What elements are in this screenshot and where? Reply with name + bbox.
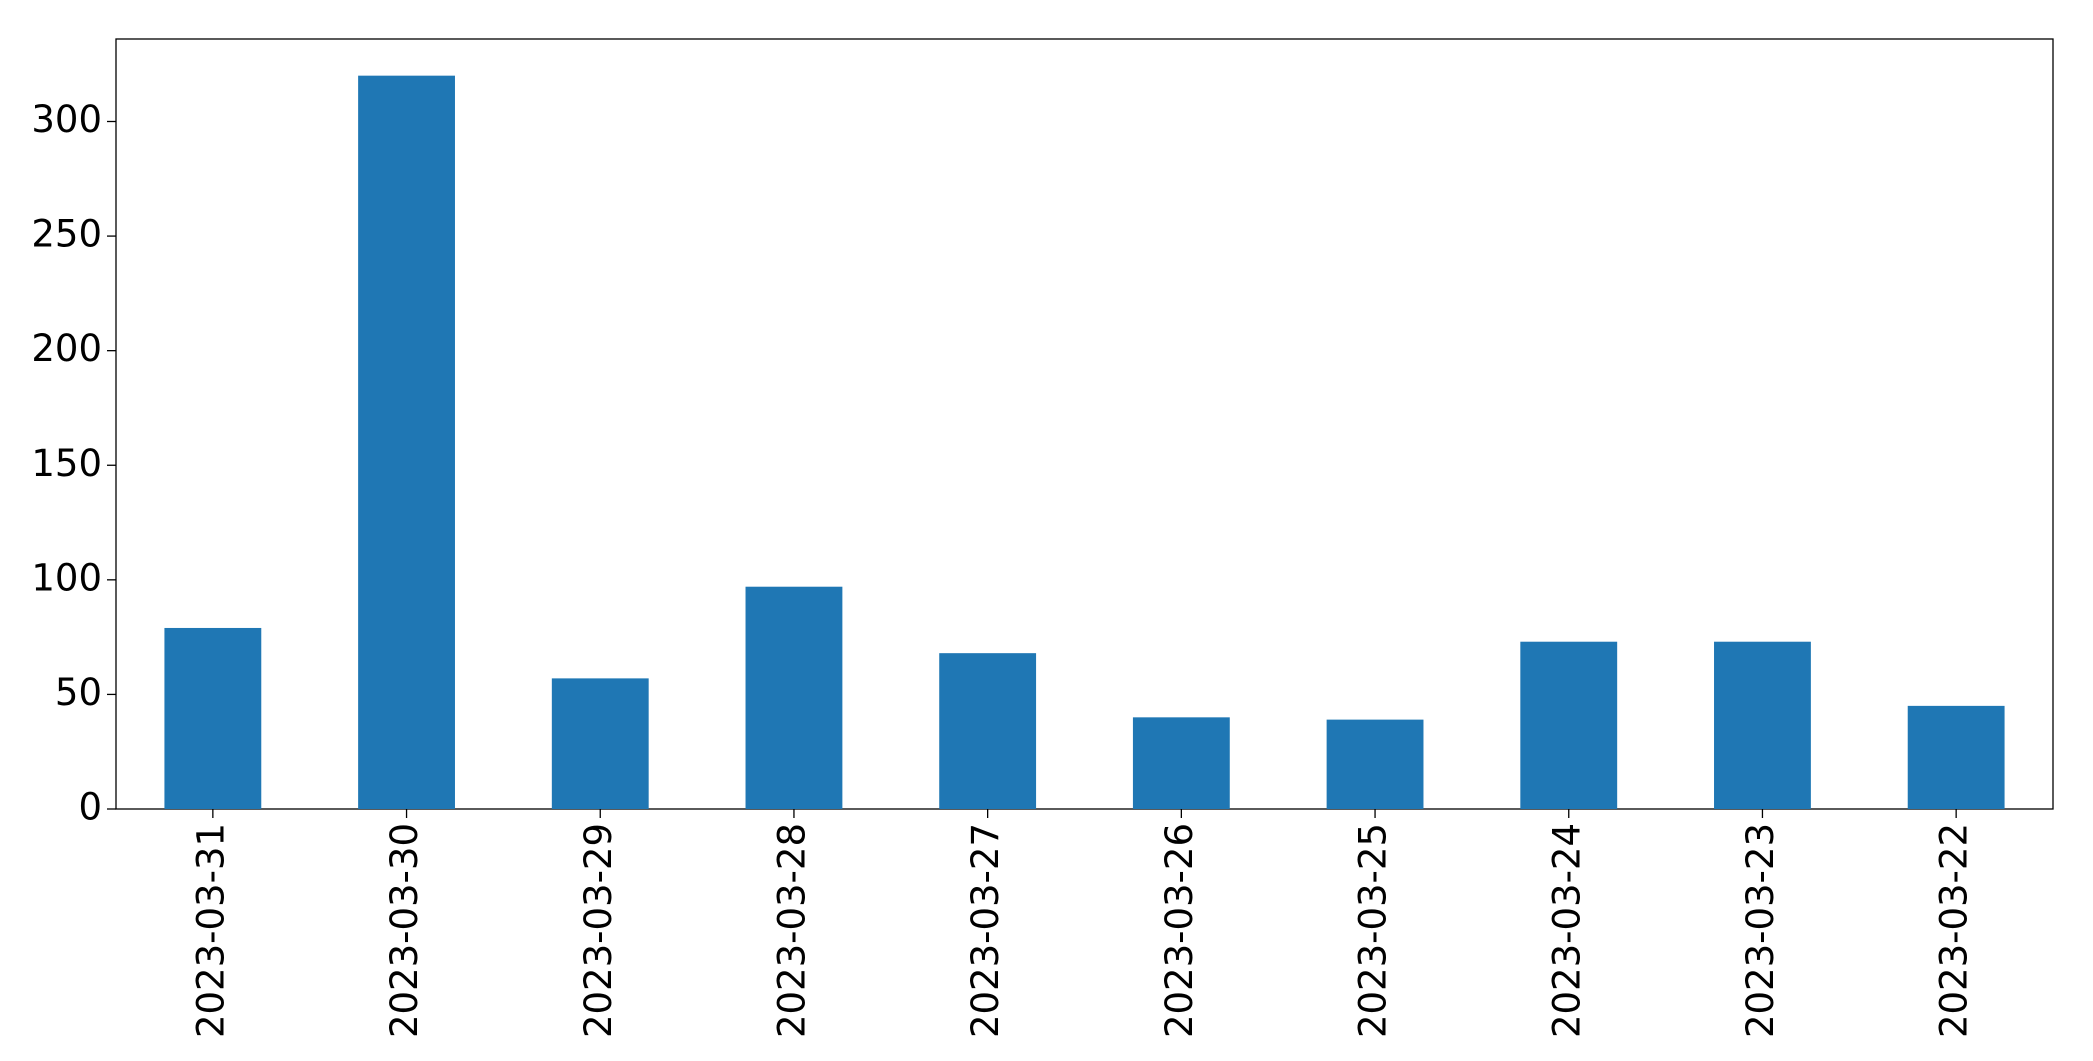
y-tick-label: 200 bbox=[31, 327, 102, 370]
bar bbox=[745, 586, 843, 809]
bar bbox=[1907, 705, 2005, 809]
y-tick-label: 300 bbox=[31, 98, 102, 141]
x-tick-label: 2023-03-29 bbox=[577, 823, 620, 1038]
y-tick-label: 50 bbox=[55, 671, 102, 714]
x-tick-label: 2023-03-23 bbox=[1739, 823, 1782, 1038]
x-tick-label: 2023-03-24 bbox=[1545, 823, 1588, 1038]
y-tick-label: 250 bbox=[31, 213, 102, 256]
axes-frame bbox=[115, 38, 2054, 810]
y-tick-label: 150 bbox=[31, 442, 102, 485]
x-tick-label: 2023-03-28 bbox=[770, 823, 813, 1038]
bar bbox=[1326, 719, 1424, 809]
x-tick-label: 2023-03-31 bbox=[189, 823, 232, 1038]
y-tick-label: 100 bbox=[31, 556, 102, 599]
bar bbox=[358, 75, 455, 809]
x-tick-label: 2023-03-26 bbox=[1158, 823, 1201, 1038]
bar bbox=[1714, 641, 1811, 809]
x-tick-label: 2023-03-27 bbox=[964, 823, 1007, 1038]
x-tick-label: 2023-03-30 bbox=[383, 823, 426, 1038]
x-tick-label: 2023-03-22 bbox=[1933, 823, 1976, 1038]
bar bbox=[939, 653, 1037, 809]
bar bbox=[164, 627, 262, 809]
y-tick-label: 0 bbox=[78, 786, 102, 829]
bar bbox=[1132, 717, 1230, 809]
bar bbox=[551, 678, 649, 809]
bar bbox=[1520, 641, 1618, 809]
x-tick-label: 2023-03-25 bbox=[1352, 823, 1395, 1038]
